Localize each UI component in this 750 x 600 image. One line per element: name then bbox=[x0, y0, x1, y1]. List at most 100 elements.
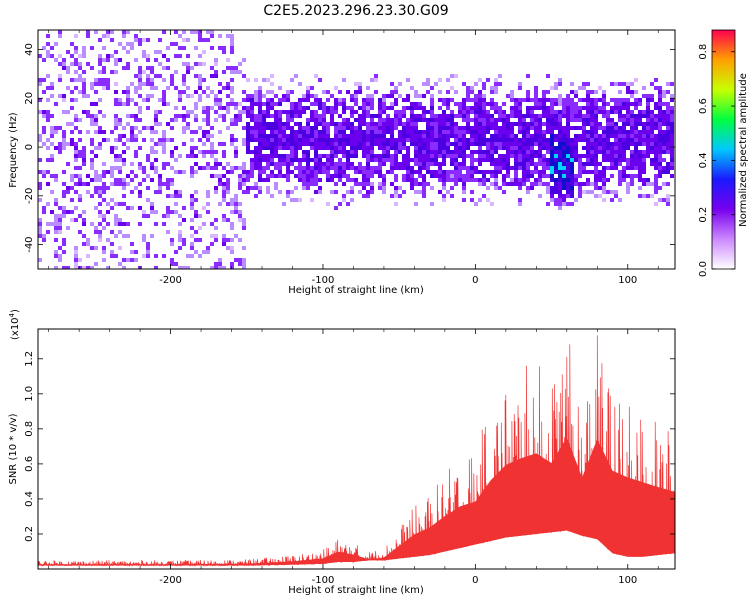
heatmap-cell bbox=[422, 146, 426, 150]
x-tick-label: -200 bbox=[159, 575, 182, 586]
heatmap-cell bbox=[550, 102, 554, 106]
heatmap-cell bbox=[122, 30, 126, 34]
heatmap-cell bbox=[134, 174, 138, 178]
heatmap-cell bbox=[610, 118, 614, 122]
heatmap-cell bbox=[562, 162, 566, 166]
heatmap-cell bbox=[414, 118, 418, 122]
heatmap-cell bbox=[182, 82, 186, 86]
heatmap-cell bbox=[326, 106, 330, 110]
heatmap-cell bbox=[230, 42, 234, 46]
heatmap-cell bbox=[390, 170, 394, 174]
heatmap-cell bbox=[118, 154, 122, 158]
heatmap-cell bbox=[402, 130, 406, 134]
heatmap-cell bbox=[342, 110, 346, 114]
heatmap-cell bbox=[610, 198, 614, 202]
heatmap-cell bbox=[490, 134, 494, 138]
heatmap-cell bbox=[322, 134, 326, 138]
heatmap-cell bbox=[550, 106, 554, 110]
heatmap-cell bbox=[554, 186, 558, 190]
heatmap-cell bbox=[530, 114, 534, 118]
heatmap-cell bbox=[222, 194, 226, 198]
heatmap-cell bbox=[282, 122, 286, 126]
heatmap-cell bbox=[118, 202, 122, 206]
heatmap-cell bbox=[242, 190, 246, 194]
heatmap-cell bbox=[90, 102, 94, 106]
heatmap-cell bbox=[602, 106, 606, 110]
heatmap-cell bbox=[306, 170, 310, 174]
heatmap-cell bbox=[98, 142, 102, 146]
heatmap-cell bbox=[630, 110, 634, 114]
heatmap-cell bbox=[526, 174, 530, 178]
heatmap-cell bbox=[134, 114, 138, 118]
heatmap-cell bbox=[126, 86, 130, 90]
heatmap-cell bbox=[342, 134, 346, 138]
heatmap-cell bbox=[158, 122, 162, 126]
heatmap-cell bbox=[410, 114, 414, 118]
heatmap-cell bbox=[642, 158, 646, 162]
heatmap-cell bbox=[350, 94, 354, 98]
heatmap-cell bbox=[570, 170, 574, 174]
heatmap-cell bbox=[382, 190, 386, 194]
heatmap-cell bbox=[362, 98, 366, 102]
heatmap-cell bbox=[70, 130, 74, 134]
heatmap-cell bbox=[614, 122, 618, 126]
heatmap-cell bbox=[510, 178, 514, 182]
heatmap-cell bbox=[278, 134, 282, 138]
heatmap-cell bbox=[358, 130, 362, 134]
heatmap-cell bbox=[58, 226, 62, 230]
heatmap-cell bbox=[290, 158, 294, 162]
heatmap-cell bbox=[42, 46, 46, 50]
heatmap-cell bbox=[454, 102, 458, 106]
heatmap-cell bbox=[266, 90, 270, 94]
heatmap-cell bbox=[386, 146, 390, 150]
heatmap-cell bbox=[370, 138, 374, 142]
heatmap-cell bbox=[102, 246, 106, 250]
heatmap-cell bbox=[418, 154, 422, 158]
heatmap-cell bbox=[526, 166, 530, 170]
heatmap-cell bbox=[94, 178, 98, 182]
heatmap-cell bbox=[538, 194, 542, 198]
heatmap-cell bbox=[258, 138, 262, 142]
heatmap-cell bbox=[494, 134, 498, 138]
heatmap-cell bbox=[110, 242, 114, 246]
heatmap-cell bbox=[578, 114, 582, 118]
heatmap-cell bbox=[510, 98, 514, 102]
heatmap-cell bbox=[286, 94, 290, 98]
heatmap-cell bbox=[38, 226, 42, 230]
heatmap-cell bbox=[98, 98, 102, 102]
heatmap-cell bbox=[442, 138, 446, 142]
heatmap-cell bbox=[334, 130, 338, 134]
heatmap-cell bbox=[90, 142, 94, 146]
heatmap-cell bbox=[494, 138, 498, 142]
heatmap-cell bbox=[158, 190, 162, 194]
heatmap-cell bbox=[350, 198, 354, 202]
heatmap-cell bbox=[430, 174, 434, 178]
heatmap-cell bbox=[482, 130, 486, 134]
heatmap-cell bbox=[514, 170, 518, 174]
heatmap-cell bbox=[570, 102, 574, 106]
heatmap-cell bbox=[98, 214, 102, 218]
heatmap-cell bbox=[358, 182, 362, 186]
heatmap-cell bbox=[582, 126, 586, 130]
heatmap-cell bbox=[122, 194, 126, 198]
heatmap-cell bbox=[226, 246, 230, 250]
heatmap-cell bbox=[138, 42, 142, 46]
heatmap-cell bbox=[362, 194, 366, 198]
heatmap-cell bbox=[290, 154, 294, 158]
heatmap-cell bbox=[378, 186, 382, 190]
heatmap-cell bbox=[590, 118, 594, 122]
heatmap-cell bbox=[394, 178, 398, 182]
heatmap-cell bbox=[514, 182, 518, 186]
heatmap-cell bbox=[202, 250, 206, 254]
heatmap-cell bbox=[494, 174, 498, 178]
heatmap-cell bbox=[566, 182, 570, 186]
heatmap-cell bbox=[642, 130, 646, 134]
heatmap-cell bbox=[394, 90, 398, 94]
heatmap-cell bbox=[82, 90, 86, 94]
heatmap-cell bbox=[90, 166, 94, 170]
heatmap-cell bbox=[266, 102, 270, 106]
heatmap-cell bbox=[430, 130, 434, 134]
heatmap-cell bbox=[394, 138, 398, 142]
heatmap-cell bbox=[650, 114, 654, 118]
heatmap-cell bbox=[590, 150, 594, 154]
